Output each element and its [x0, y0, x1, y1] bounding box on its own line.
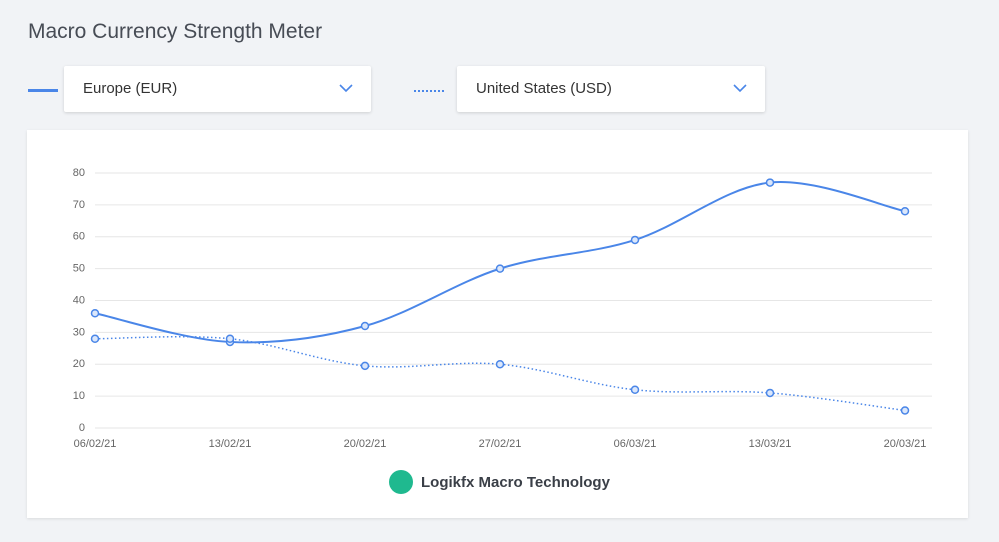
series-line: [94, 335, 906, 412]
legend-swatch-solid: [28, 89, 58, 92]
y-tick-label: 30: [73, 326, 85, 338]
x-tick-label: 27/02/21: [479, 438, 522, 450]
y-tick-label: 40: [73, 294, 85, 306]
x-tick-label: 20/02/21: [344, 438, 387, 450]
brand-text: Logikfx Macro Technology: [421, 473, 610, 491]
data-point: [900, 207, 910, 216]
y-tick-label: 70: [73, 199, 85, 211]
y-tick-label: 60: [73, 231, 85, 243]
data-point: [90, 334, 100, 343]
page-title: Macro Currency Strength Meter: [28, 20, 323, 43]
y-tick-label: 10: [73, 390, 85, 402]
data-point: [900, 406, 910, 415]
dropdown-label: Europe (EUR): [83, 80, 178, 97]
data-point: [765, 388, 775, 398]
data-point: [360, 361, 370, 371]
x-tick-label: 13/02/21: [209, 438, 252, 450]
brand-logo: [389, 470, 413, 494]
chart: 0 10 20 30 40 50 60 70 80 06/02/21 13/02/21 20/02/2…: [73, 167, 932, 450]
data-point: [495, 264, 505, 273]
data-point: [630, 235, 640, 245]
y-tick-label: 50: [73, 263, 85, 275]
chevron: [733, 84, 747, 93]
legend-swatch-dotted: [414, 90, 444, 92]
dropdown-label: United States (USD): [476, 80, 612, 97]
series-line: [94, 181, 906, 344]
x-tick-label: 06/02/21: [74, 438, 117, 450]
chevron: [339, 84, 353, 93]
x-tick-label: 13/03/21: [749, 438, 792, 450]
dropdown-eur[interactable]: Europe (EUR): [64, 66, 371, 112]
data-point: [360, 321, 370, 331]
y-tick-label: 80: [73, 167, 85, 179]
data-point: [225, 334, 235, 343]
x-tick-label: 06/03/21: [614, 438, 657, 450]
x-tick-label: 20/03/21: [884, 438, 927, 450]
data-point: [90, 309, 100, 318]
brand: Logikfx Macro Technology: [389, 470, 610, 494]
data-point: [495, 360, 505, 369]
chart-card: 0 10 20 30 40 50 60 70 80 06/02/21 13/02/21 20/02/2…: [27, 130, 968, 518]
y-tick-label: 20: [73, 358, 85, 370]
y-tick-label: 0: [79, 422, 85, 434]
data-point: [630, 385, 640, 394]
data-point: [765, 178, 775, 187]
dropdown-usd[interactable]: United States (USD): [457, 66, 765, 112]
